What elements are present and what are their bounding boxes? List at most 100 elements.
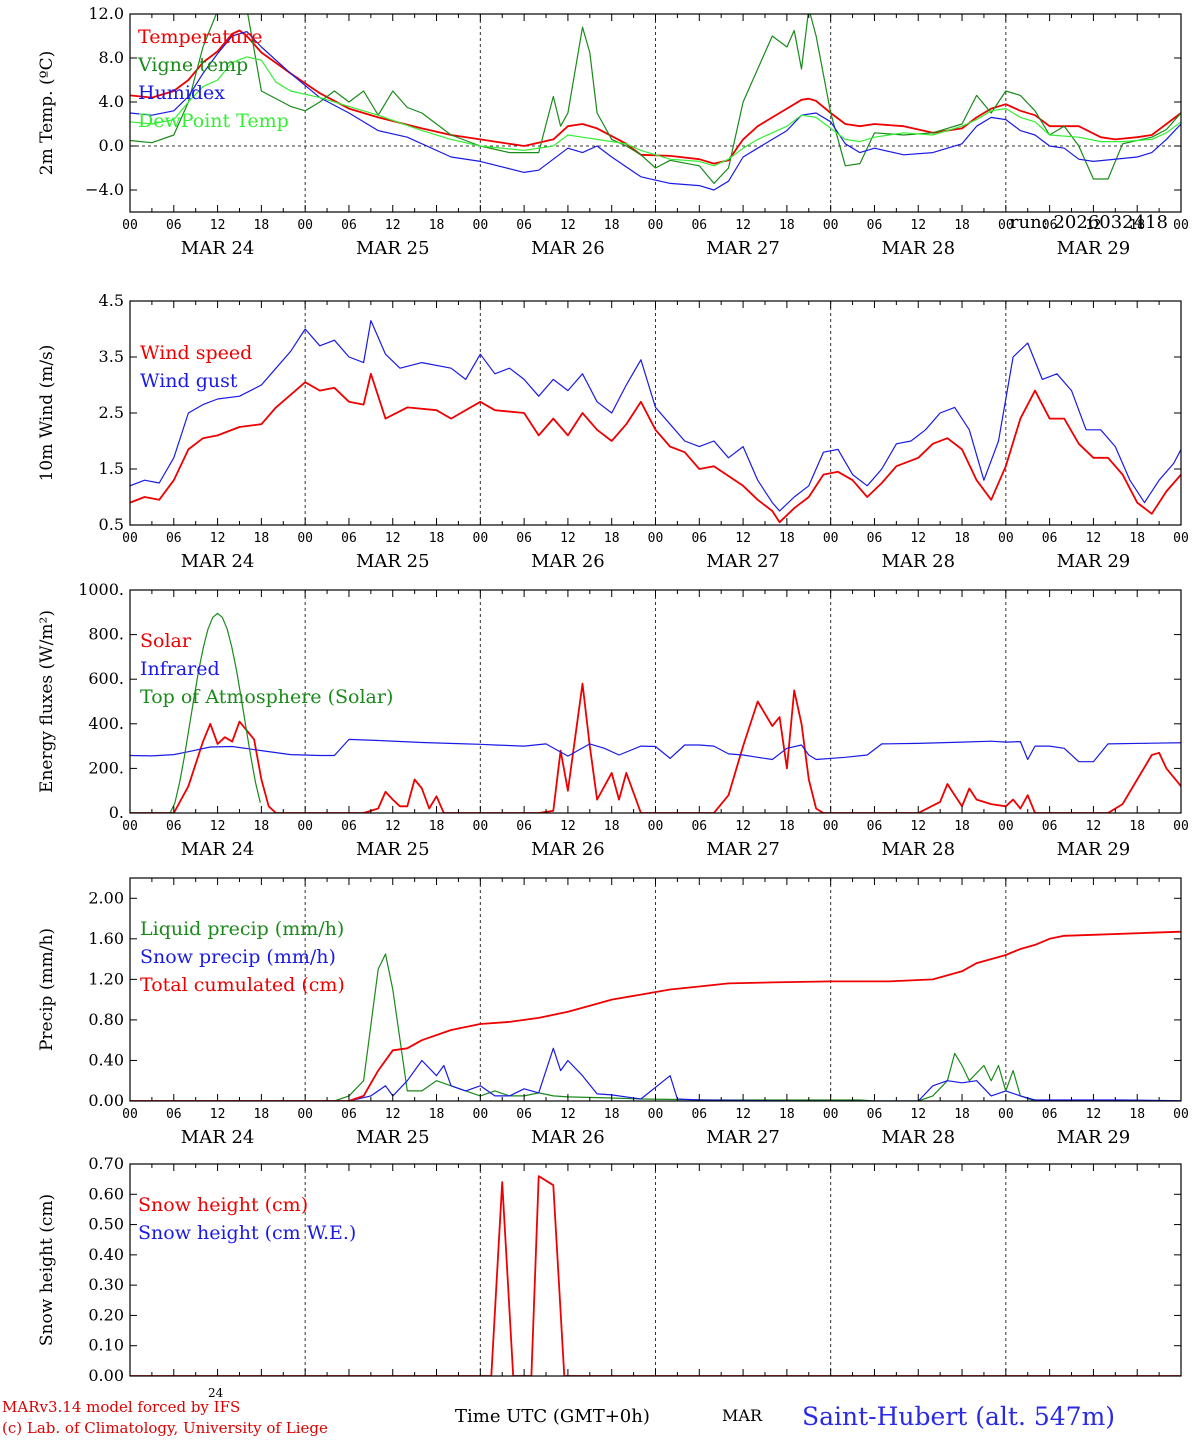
x-day-label: MAR 29 xyxy=(1057,238,1131,259)
x-day-label: MAR 25 xyxy=(356,839,430,860)
x-tick-label: 06 xyxy=(1042,819,1058,834)
x-day-label: MAR 28 xyxy=(881,551,955,572)
x-day-label: MAR 25 xyxy=(356,238,430,259)
x-tick-label: 18 xyxy=(429,1107,445,1122)
x-tick-label: 18 xyxy=(429,531,445,546)
x-tick-label: 12 xyxy=(735,1107,751,1122)
y-tick-label: 1.5 xyxy=(99,459,124,478)
x-tick-label: 00 xyxy=(122,218,138,233)
y-tick-label: 12.0 xyxy=(88,4,124,23)
x-tick-label: 06 xyxy=(341,218,357,233)
x-tick-label: 18 xyxy=(1129,1107,1145,1122)
x-day-label: MAR 27 xyxy=(706,1127,780,1148)
x-tick-label: 12 xyxy=(1086,1107,1102,1122)
y-tick-label: 200. xyxy=(88,758,124,777)
x-tick-label: 18 xyxy=(779,218,795,233)
x-tick-label: 18 xyxy=(429,218,445,233)
x-tick-label: 12 xyxy=(385,1107,401,1122)
legend-entry: Snow height (cm) xyxy=(138,1194,308,1216)
legend-entry: Solar xyxy=(140,630,192,652)
x-tick-label: 06 xyxy=(166,819,182,834)
x-tick-label: 12 xyxy=(210,531,226,546)
x-tick-label: 18 xyxy=(1129,531,1145,546)
x-day-label: MAR 29 xyxy=(1057,1127,1131,1148)
x-tick-label: 00 xyxy=(823,218,839,233)
y-tick-label: 0.10 xyxy=(88,1336,124,1355)
x-tick-label: 12 xyxy=(735,531,751,546)
x-tick-label: 00 xyxy=(473,1107,489,1122)
y-tick-label: 0.40 xyxy=(88,1050,124,1069)
x-tick-label: 00 xyxy=(648,531,664,546)
legend-entry: Snow height (cm W.E.) xyxy=(138,1222,356,1244)
x-tick-label: 00 xyxy=(1173,819,1189,834)
y-tick-label: 400. xyxy=(88,714,124,733)
x-tick-label: 12 xyxy=(385,218,401,233)
y-tick-label: 0.00 xyxy=(88,1366,124,1385)
x-tick-label: 12 xyxy=(560,531,576,546)
x-day-label: MAR 25 xyxy=(356,551,430,572)
legend-entry: Liquid precip (mm/h) xyxy=(140,918,344,940)
x-tick-label: 12 xyxy=(385,819,401,834)
x-tick-label: 00 xyxy=(473,819,489,834)
y-axis-label: Energy fluxes (W/m²) xyxy=(37,610,57,793)
x-tick-label: 12 xyxy=(735,218,751,233)
model-credit: MARv3.14 model forced by IFS xyxy=(2,1398,241,1416)
x-tick-label: 18 xyxy=(1129,218,1145,233)
x-tick-label: 00 xyxy=(473,531,489,546)
y-axis-label: Precip (mm/h) xyxy=(37,928,57,1051)
y-tick-label: 1000. xyxy=(78,580,124,599)
y-tick-label: 1.60 xyxy=(88,929,124,948)
x-tick-label: 12 xyxy=(210,1107,226,1122)
y-tick-label: 0.60 xyxy=(88,1184,124,1203)
x-tick-label: 18 xyxy=(779,1107,795,1122)
footer-day-number: 24 xyxy=(208,1386,224,1400)
y-tick-label: 0.40 xyxy=(88,1245,124,1264)
y-tick-label: 4.5 xyxy=(99,291,124,310)
humidex-line xyxy=(130,31,1181,191)
x-tick-label: 06 xyxy=(691,531,707,546)
x-day-label: MAR 28 xyxy=(881,839,955,860)
y-tick-label: 3.5 xyxy=(99,347,124,366)
x-day-label: MAR 29 xyxy=(1057,551,1131,572)
legend-entry: Humidex xyxy=(138,82,225,104)
x-tick-label: 18 xyxy=(779,531,795,546)
y-axis-label: 2m Temp. (ºC) xyxy=(37,51,57,176)
x-day-label: MAR 27 xyxy=(706,839,780,860)
x-day-label: MAR 24 xyxy=(181,238,255,259)
x-tick-label: 12 xyxy=(560,218,576,233)
x-tick-label: 06 xyxy=(166,531,182,546)
x-tick-label: 12 xyxy=(560,1107,576,1122)
x-tick-label: 00 xyxy=(648,218,664,233)
x-tick-label: 12 xyxy=(910,1107,926,1122)
x-tick-label: 00 xyxy=(1173,531,1189,546)
y-tick-label: 0.70 xyxy=(88,1154,124,1173)
x-tick-label: 06 xyxy=(341,1107,357,1122)
x-tick-label: 18 xyxy=(254,218,270,233)
snow-precip-mm-h-line xyxy=(130,1047,1181,1101)
x-tick-label: 06 xyxy=(867,531,883,546)
x-tick-label: 00 xyxy=(823,531,839,546)
x-tick-label: 06 xyxy=(516,531,532,546)
y-tick-label: −4.0 xyxy=(85,180,124,199)
x-day-label: MAR 26 xyxy=(531,238,605,259)
dewpoint-temp-line xyxy=(130,56,1181,167)
wind-speed-line xyxy=(130,372,1181,524)
x-tick-label: 00 xyxy=(122,1107,138,1122)
x-tick-label: 06 xyxy=(166,218,182,233)
x-tick-label: 18 xyxy=(954,531,970,546)
legend-entry: Temperature xyxy=(138,26,262,48)
vigne-temp-line xyxy=(130,14,1181,184)
x-tick-label: 00 xyxy=(297,218,313,233)
x-day-label: MAR 27 xyxy=(706,551,780,572)
x-tick-label: 06 xyxy=(1042,531,1058,546)
temperature-line xyxy=(130,29,1181,165)
y-axis-label: Snow height (cm) xyxy=(37,1194,57,1346)
x-day-label: MAR 26 xyxy=(531,551,605,572)
wind-gust-line xyxy=(130,320,1181,512)
legend-entry: Wind gust xyxy=(140,370,238,392)
x-tick-label: 12 xyxy=(385,531,401,546)
x-tick-label: 00 xyxy=(297,531,313,546)
y-axis-label: 10m Wind (m/s) xyxy=(37,345,57,482)
x-tick-label: 00 xyxy=(1173,1107,1189,1122)
legend-entry: Infrared xyxy=(140,658,220,680)
